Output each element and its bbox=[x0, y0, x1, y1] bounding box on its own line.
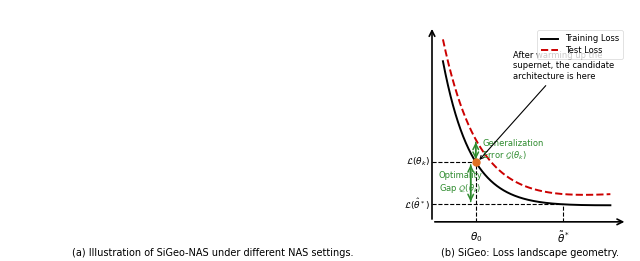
Test Loss bbox=[456, 102, 464, 105]
Text: $\mathcal{L}(\hat{\theta}^*)$: $\mathcal{L}(\hat{\theta}^*)$ bbox=[404, 197, 430, 212]
Training Loss bbox=[513, 195, 520, 198]
Text: Generalization
Error $\mathcal{G}(\theta_k)$: Generalization Error $\mathcal{G}(\theta… bbox=[483, 139, 544, 162]
Training Loss bbox=[456, 127, 464, 130]
Training Loss bbox=[573, 203, 580, 206]
Text: (b) SiGeo: Loss landscape geometry.: (b) SiGeo: Loss landscape geometry. bbox=[441, 248, 619, 258]
Test Loss bbox=[513, 181, 520, 184]
Text: $\mathcal{L}(\theta_k)$: $\mathcal{L}(\theta_k)$ bbox=[406, 156, 430, 168]
Text: Optimality
Gap $\mathcal{Q}(\theta_k)$: Optimality Gap $\mathcal{Q}(\theta_k)$ bbox=[439, 171, 483, 195]
Line: Test Loss: Test Loss bbox=[443, 39, 611, 195]
Training Loss bbox=[554, 203, 562, 206]
Test Loss bbox=[570, 193, 577, 196]
Legend: Training Loss, Test Loss: Training Loss, Test Loss bbox=[537, 30, 623, 59]
Line: Training Loss: Training Loss bbox=[443, 61, 611, 205]
Training Loss bbox=[439, 60, 447, 63]
Training Loss bbox=[507, 192, 515, 195]
Test Loss bbox=[581, 193, 589, 197]
Test Loss bbox=[607, 193, 614, 196]
Test Loss bbox=[554, 192, 562, 195]
Text: $\tilde{\theta}^*$: $\tilde{\theta}^*$ bbox=[557, 230, 570, 245]
Test Loss bbox=[507, 177, 515, 180]
Test Loss bbox=[573, 193, 580, 196]
Training Loss bbox=[604, 204, 611, 207]
Text: After warming up the
supernet, the candidate
architecture is here: After warming up the supernet, the candi… bbox=[480, 51, 614, 159]
Test Loss bbox=[439, 38, 447, 41]
Training Loss bbox=[607, 204, 614, 207]
Text: (a) Illustration of SiGeo-NAS under different NAS settings.: (a) Illustration of SiGeo-NAS under diff… bbox=[72, 248, 354, 258]
Text: $\theta_0$: $\theta_0$ bbox=[470, 230, 482, 244]
Training Loss bbox=[570, 203, 577, 206]
